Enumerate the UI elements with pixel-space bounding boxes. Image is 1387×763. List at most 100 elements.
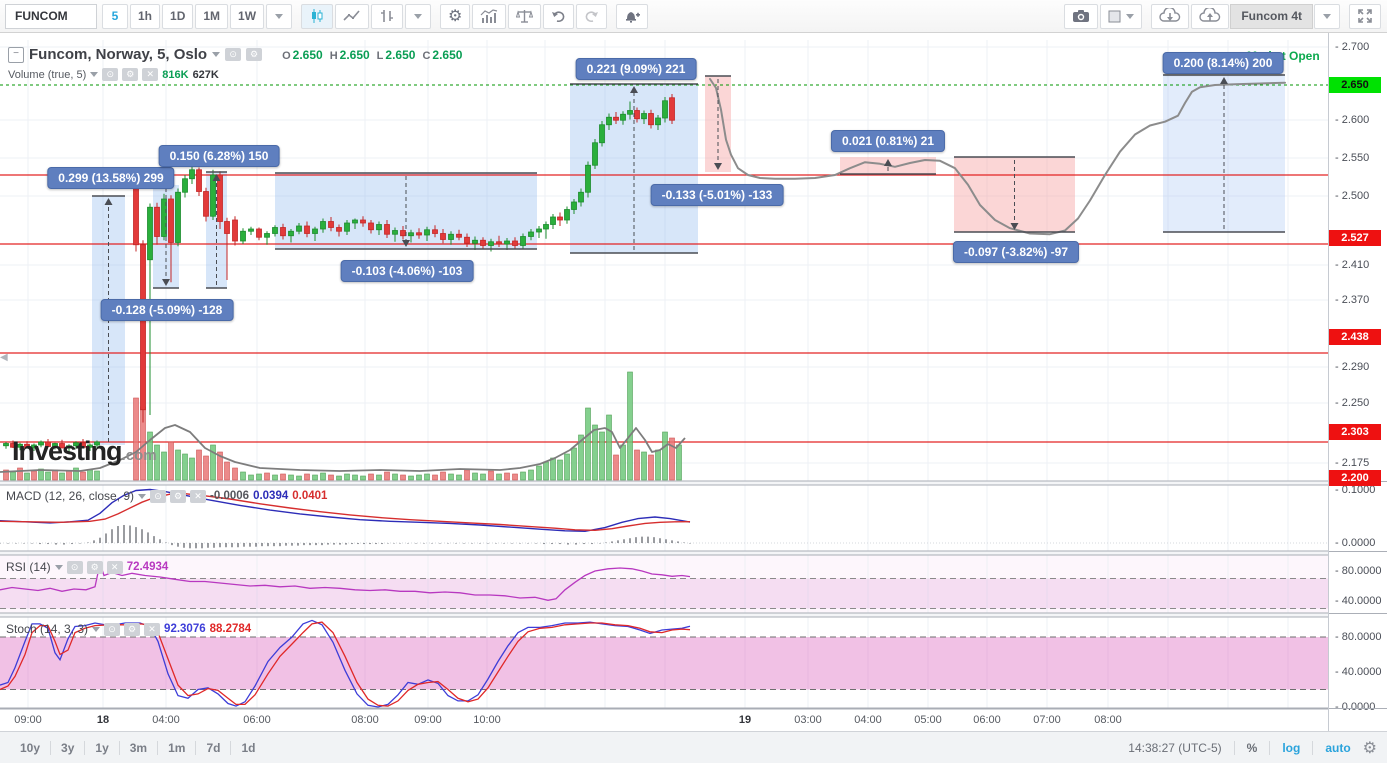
measurement-label[interactable]: 0.200 (8.14%) 200 bbox=[1162, 52, 1284, 74]
close-icon[interactable]: ✕ bbox=[142, 68, 159, 81]
measurement-label[interactable]: 0.299 (13.58%) 299 bbox=[47, 167, 175, 189]
cloud-upload-icon bbox=[1199, 8, 1221, 22]
range-button-3m[interactable]: 3m bbox=[129, 740, 148, 755]
eye-icon[interactable]: ⊙ bbox=[102, 68, 119, 81]
compare-overlay-icon bbox=[381, 10, 394, 22]
compare-instruments-button[interactable] bbox=[508, 3, 542, 29]
measurement-label[interactable]: 0.150 (6.28%) 150 bbox=[158, 145, 280, 167]
interval-button-1h[interactable]: 1h bbox=[130, 3, 161, 29]
interval-button-1W[interactable]: 1W bbox=[230, 3, 265, 29]
candlestick-chart-icon bbox=[312, 9, 323, 23]
percent-scale-button[interactable]: % bbox=[1246, 740, 1258, 755]
interval-dropdown-button[interactable] bbox=[266, 3, 293, 29]
measurement-label[interactable]: -0.128 (-5.09%) -128 bbox=[100, 299, 234, 321]
macd-hist-value: -0.0006 bbox=[210, 490, 250, 502]
gear-icon[interactable]: ⚙ bbox=[122, 68, 139, 81]
fullscreen-button[interactable] bbox=[1349, 3, 1381, 29]
close-icon[interactable]: ✕ bbox=[190, 489, 207, 503]
collapse-pane-icon[interactable]: − bbox=[8, 46, 24, 63]
measurement-label[interactable]: -0.097 (-3.82%) -97 bbox=[952, 241, 1080, 263]
symbol-input[interactable]: FUNCOM bbox=[5, 3, 97, 29]
interval-button-5[interactable]: 5 bbox=[102, 3, 128, 29]
indicators-button[interactable] bbox=[472, 3, 507, 29]
chevron-down-icon[interactable] bbox=[138, 493, 147, 499]
close-icon[interactable]: ✕ bbox=[144, 622, 161, 636]
scales-icon bbox=[516, 9, 534, 23]
price-line-badge: 2.303 bbox=[1329, 424, 1381, 440]
price-tick: - 2.550 bbox=[1335, 152, 1370, 164]
gear-icon[interactable]: ⚙ bbox=[170, 489, 187, 503]
ohlc-key: L bbox=[376, 49, 384, 62]
stoch-legend: Stoch (14, 3, 3) ⊙ ⚙ ✕ 92.3076 88.2784 bbox=[6, 622, 251, 636]
candlestick-style-button[interactable] bbox=[301, 3, 334, 29]
stoch-d-value: 88.2784 bbox=[209, 623, 252, 635]
chevron-down-icon[interactable] bbox=[212, 52, 221, 57]
style-dropdown-button[interactable] bbox=[405, 3, 432, 29]
gear-icon[interactable]: ⚙ bbox=[124, 622, 141, 636]
gear-icon[interactable]: ⚙ bbox=[246, 48, 263, 61]
price-tick: - 2.175 bbox=[1335, 457, 1370, 469]
layout-select-button[interactable] bbox=[1100, 3, 1143, 29]
eye-icon[interactable]: ⊙ bbox=[66, 560, 83, 574]
time-axis[interactable]: 09:00 18 04:00 06:00 08:00 09:00 10:00 19 03:00 0… bbox=[0, 710, 1328, 731]
price-tick: - 2.600 bbox=[1335, 114, 1370, 126]
save-layout-button[interactable] bbox=[1191, 3, 1230, 29]
chart-properties-button[interactable]: ⚙ bbox=[440, 3, 471, 29]
price-tick: - 0.0000 bbox=[1335, 537, 1376, 549]
rsi-value: 72.4934 bbox=[126, 561, 169, 573]
macd-line-value: 0.0394 bbox=[253, 490, 289, 502]
eye-icon[interactable]: ⊙ bbox=[150, 489, 167, 503]
chevron-down-icon[interactable] bbox=[54, 564, 63, 570]
range-button-7d[interactable]: 7d bbox=[206, 740, 221, 755]
range-button-1d[interactable]: 1d bbox=[241, 740, 256, 755]
range-button-1y[interactable]: 1y bbox=[95, 740, 109, 755]
auto-scale-button[interactable]: auto bbox=[1325, 740, 1351, 755]
chevron-down-icon[interactable] bbox=[92, 626, 101, 632]
price-line-badge: 2.438 bbox=[1329, 329, 1381, 345]
measurement-label[interactable]: 0.021 (0.81%) 21 bbox=[830, 130, 946, 152]
time-tick: 08:00 bbox=[1094, 714, 1122, 726]
undo-button[interactable] bbox=[543, 3, 575, 29]
scroll-left-icon[interactable]: ◀ bbox=[0, 352, 8, 363]
alert-bell-icon bbox=[626, 12, 641, 23]
measurement-label[interactable]: 0.221 (9.09%) 221 bbox=[575, 58, 697, 80]
ohlc-value: 2.650 bbox=[292, 47, 323, 62]
snapshot-button[interactable] bbox=[1064, 3, 1099, 29]
line-style-button[interactable] bbox=[335, 3, 370, 29]
footer-gear-icon[interactable]: ⚙ bbox=[1362, 739, 1377, 757]
range-button-3y[interactable]: 3y bbox=[61, 740, 75, 755]
ohlc-key: H bbox=[329, 49, 338, 62]
price-tick: - 40.0000 bbox=[1335, 595, 1382, 607]
layout-name-dropdown-button[interactable] bbox=[1314, 3, 1340, 29]
eye-icon[interactable]: ⊙ bbox=[104, 622, 121, 636]
chevron-down-icon bbox=[1323, 13, 1331, 19]
measurement-label[interactable]: -0.103 (-4.06%) -103 bbox=[340, 260, 474, 282]
load-layout-button[interactable] bbox=[1151, 3, 1190, 29]
range-button-1m[interactable]: 1m bbox=[168, 740, 186, 755]
price-tick: - 80.0000 bbox=[1335, 631, 1382, 643]
interval-button-1D[interactable]: 1D bbox=[162, 3, 194, 29]
time-tick: 04:00 bbox=[152, 714, 180, 726]
close-icon[interactable]: ✕ bbox=[106, 560, 123, 574]
volume-prev-value: 627K bbox=[192, 68, 219, 81]
add-alert-button[interactable] bbox=[616, 3, 649, 29]
axis-separator bbox=[1329, 551, 1387, 552]
layout-name-chip[interactable]: Funcom 4t bbox=[1230, 3, 1313, 29]
gear-icon[interactable]: ⚙ bbox=[86, 560, 103, 574]
range-button-10y[interactable]: 10y bbox=[20, 740, 41, 755]
ohlc-value: 2.650 bbox=[339, 47, 370, 62]
undo-icon bbox=[552, 10, 565, 22]
compare-style-button[interactable] bbox=[371, 3, 404, 29]
redo-button[interactable] bbox=[576, 3, 608, 29]
price-axis[interactable]: - 2.700 - 2.600 - 2.550 - 2.500 - 2.410 - 2.3… bbox=[1328, 33, 1387, 731]
eye-icon[interactable]: ⊙ bbox=[225, 48, 242, 61]
fullscreen-icon bbox=[1358, 9, 1372, 23]
measurement-label[interactable]: -0.133 (-5.01%) -133 bbox=[650, 184, 784, 206]
log-scale-button[interactable]: log bbox=[1282, 740, 1301, 755]
interval-button-1M[interactable]: 1M bbox=[195, 3, 229, 29]
cloud-download-icon bbox=[1159, 8, 1181, 22]
price-tick: - 2.250 bbox=[1335, 397, 1370, 409]
chart-canvas[interactable] bbox=[0, 33, 1328, 710]
chevron-down-icon[interactable] bbox=[90, 72, 99, 77]
